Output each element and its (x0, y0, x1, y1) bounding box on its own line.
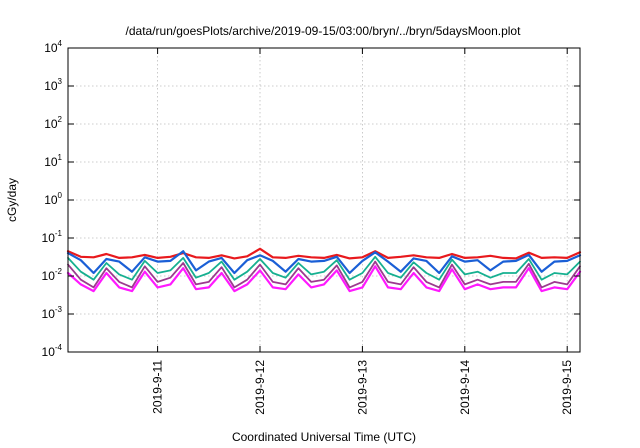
y-tick-base: 10 (42, 231, 56, 245)
chart-title: /data/run/goesPlots/archive/2019-09-15/0… (126, 24, 522, 38)
y-tick-exponent: -2 (55, 267, 63, 276)
y-axis-label: cGy/day (5, 178, 19, 222)
y-tick-label: 104 (44, 39, 62, 55)
x-tick-label: 2019-9-14 (458, 360, 472, 415)
series-line-5 (66, 265, 582, 293)
y-tick-label: 10-4 (42, 343, 63, 359)
y-tick-base: 10 (44, 193, 58, 207)
series-group (66, 247, 582, 293)
y-tick-exponent: 1 (58, 153, 63, 162)
y-tick-exponent: 0 (58, 191, 63, 200)
y-tick-exponent: 2 (58, 115, 63, 124)
x-tick-label: 2019-9-12 (253, 360, 267, 415)
x-tick-label: 2019-9-13 (355, 360, 369, 415)
series-line-4 (67, 260, 581, 289)
x-tick-label: 2019-9-15 (560, 360, 574, 415)
y-tick-exponent: -3 (55, 305, 63, 314)
series-line-3 (67, 255, 581, 281)
y-tick-base: 10 (42, 345, 56, 359)
y-tick-base: 10 (42, 307, 56, 321)
y-tick-exponent: -4 (55, 343, 63, 352)
y-tick-base: 10 (44, 41, 58, 55)
series-line-1 (66, 247, 582, 260)
y-tick-label: 10-2 (42, 267, 63, 283)
y-tick-label: 102 (44, 115, 62, 131)
y-tick-base: 10 (44, 79, 58, 93)
y-tick-label: 100 (44, 191, 62, 207)
series-line-2 (66, 250, 582, 275)
x-tick-label: 2019-9-11 (151, 360, 165, 414)
x-axis: 2019-9-11 2019-9-12 2019-9-13 2019-9-14 2019… (151, 48, 574, 415)
y-tick-label: 10-1 (42, 229, 63, 245)
y-tick-base: 10 (44, 117, 58, 131)
y-tick-label: 103 (44, 77, 62, 93)
y-tick-label: 101 (44, 153, 62, 169)
y-tick-exponent: 4 (58, 39, 63, 48)
y-tick-base: 10 (44, 155, 58, 169)
y-tick-base: 10 (42, 269, 56, 283)
x-axis-label: Coordinated Universal Time (UTC) (232, 430, 416, 444)
y-tick-exponent: 3 (58, 77, 63, 86)
y-tick-label: 10-3 (42, 305, 63, 321)
grid (68, 47, 580, 353)
y-tick-exponent: -1 (55, 229, 63, 238)
